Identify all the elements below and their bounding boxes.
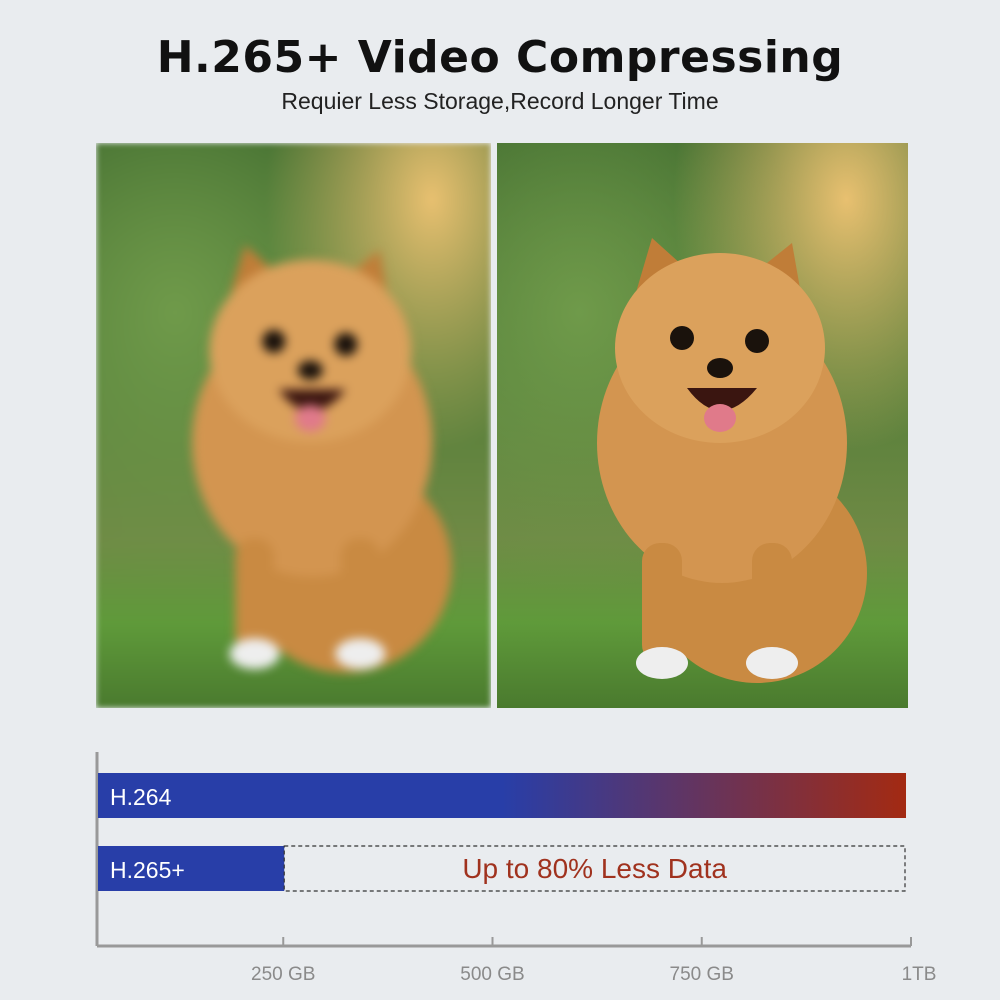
bar-h264 xyxy=(98,773,906,818)
page-subtitle: Requier Less Storage,Record Longer Time xyxy=(281,88,719,114)
blurry-dog-photo xyxy=(96,143,491,708)
storage-bar-chart: 250 GB 500 GB 750 GB 1TB H.264 H.265+ Up to 80… xyxy=(95,752,937,985)
x-tick-label: 250 GB xyxy=(251,964,315,985)
bar-label: H.265+ xyxy=(110,857,185,883)
sharp-dog-photo xyxy=(497,143,908,708)
x-tick-label: 500 GB xyxy=(460,964,524,985)
x-tick-label: 1TB xyxy=(902,964,937,985)
bar-label: H.264 xyxy=(110,784,172,810)
savings-annotation: Up to 80% Less Data xyxy=(462,853,727,884)
page-title: H.265+ Video Compressing xyxy=(156,32,844,83)
savings-dashed-box xyxy=(283,845,906,892)
x-tick-label: 750 GB xyxy=(670,964,734,985)
bar-h265 xyxy=(98,846,285,891)
